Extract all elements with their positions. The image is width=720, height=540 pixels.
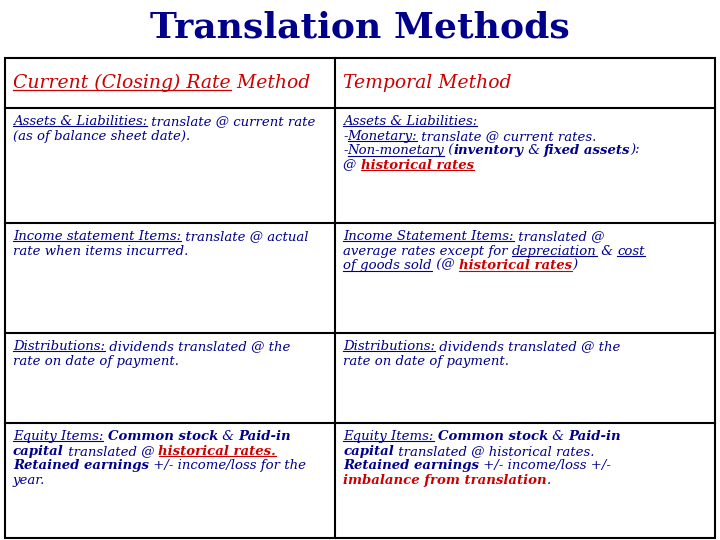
Text: translate @ current rate: translate @ current rate <box>148 115 315 128</box>
Text: dividends translated @ the: dividends translated @ the <box>105 340 290 353</box>
Text: Distributions:: Distributions: <box>343 340 435 353</box>
Text: .: . <box>546 474 551 487</box>
Text: Temporal Method: Temporal Method <box>343 74 512 92</box>
Text: +/- income/loss for the: +/- income/loss for the <box>149 460 306 472</box>
Text: Retained earnings: Retained earnings <box>343 460 479 472</box>
Text: depreciation: depreciation <box>512 245 597 258</box>
Text: year.: year. <box>13 474 45 487</box>
Text: Paid-in: Paid-in <box>568 430 621 443</box>
Text: dividends translated @ the: dividends translated @ the <box>435 340 621 353</box>
Text: inventory: inventory <box>454 144 524 158</box>
Text: Equity Items:: Equity Items: <box>13 430 104 443</box>
Text: rate when items incurred.: rate when items incurred. <box>13 245 189 258</box>
Text: Paid-in: Paid-in <box>238 430 291 443</box>
Text: translated @ historical rates.: translated @ historical rates. <box>394 445 595 458</box>
Text: Income Statement Items:: Income Statement Items: <box>343 230 513 243</box>
Text: capital: capital <box>343 445 394 458</box>
Text: Assets & Liabilities:: Assets & Liabilities: <box>343 115 477 128</box>
Text: Monetary:: Monetary: <box>348 130 418 143</box>
Text: Non-monetary: Non-monetary <box>348 144 444 158</box>
Text: historical rates.: historical rates. <box>158 445 276 458</box>
Text: &: & <box>597 245 617 258</box>
Text: historical rates: historical rates <box>459 259 572 273</box>
Text: translated @: translated @ <box>64 445 158 458</box>
Text: +/- income/loss +/-: +/- income/loss +/- <box>479 460 611 472</box>
Text: Distributions:: Distributions: <box>13 340 105 353</box>
Text: &: & <box>548 430 568 443</box>
Text: ):: ): <box>631 144 640 158</box>
Text: cost: cost <box>617 245 644 258</box>
Text: Equity Items:: Equity Items: <box>343 430 433 443</box>
Text: (@: (@ <box>432 259 459 273</box>
Text: &: & <box>218 430 238 443</box>
Text: Translation Methods: Translation Methods <box>150 11 570 45</box>
Text: (: ( <box>444 144 454 158</box>
Text: @: @ <box>343 159 361 172</box>
Text: Common stock: Common stock <box>107 430 218 443</box>
Text: Retained earnings: Retained earnings <box>13 460 149 472</box>
Text: of goods sold: of goods sold <box>343 259 432 273</box>
Text: Current (Closing) Rate: Current (Closing) Rate <box>13 74 230 92</box>
Text: translate @ actual: translate @ actual <box>181 230 309 243</box>
Text: fixed assets: fixed assets <box>544 144 631 158</box>
Text: imbalance from translation: imbalance from translation <box>343 474 546 487</box>
Text: average rates except for: average rates except for <box>343 245 512 258</box>
Bar <box>5 58 715 538</box>
Text: translated @: translated @ <box>513 230 604 243</box>
Text: Assets & Liabilities:: Assets & Liabilities: <box>13 115 148 128</box>
Text: ): ) <box>572 259 577 273</box>
Text: translate @ current rates.: translate @ current rates. <box>418 130 597 143</box>
Text: capital: capital <box>13 445 64 458</box>
Text: &: & <box>524 144 544 158</box>
Text: historical rates: historical rates <box>361 159 474 172</box>
Text: Method: Method <box>230 74 310 92</box>
Text: rate on date of payment.: rate on date of payment. <box>343 355 509 368</box>
Text: -: - <box>343 130 348 143</box>
Text: -: - <box>343 144 348 158</box>
Text: Income statement Items:: Income statement Items: <box>13 230 181 243</box>
Text: Common stock: Common stock <box>438 430 548 443</box>
Text: (as of balance sheet date).: (as of balance sheet date). <box>13 130 190 143</box>
Text: rate on date of payment.: rate on date of payment. <box>13 355 179 368</box>
